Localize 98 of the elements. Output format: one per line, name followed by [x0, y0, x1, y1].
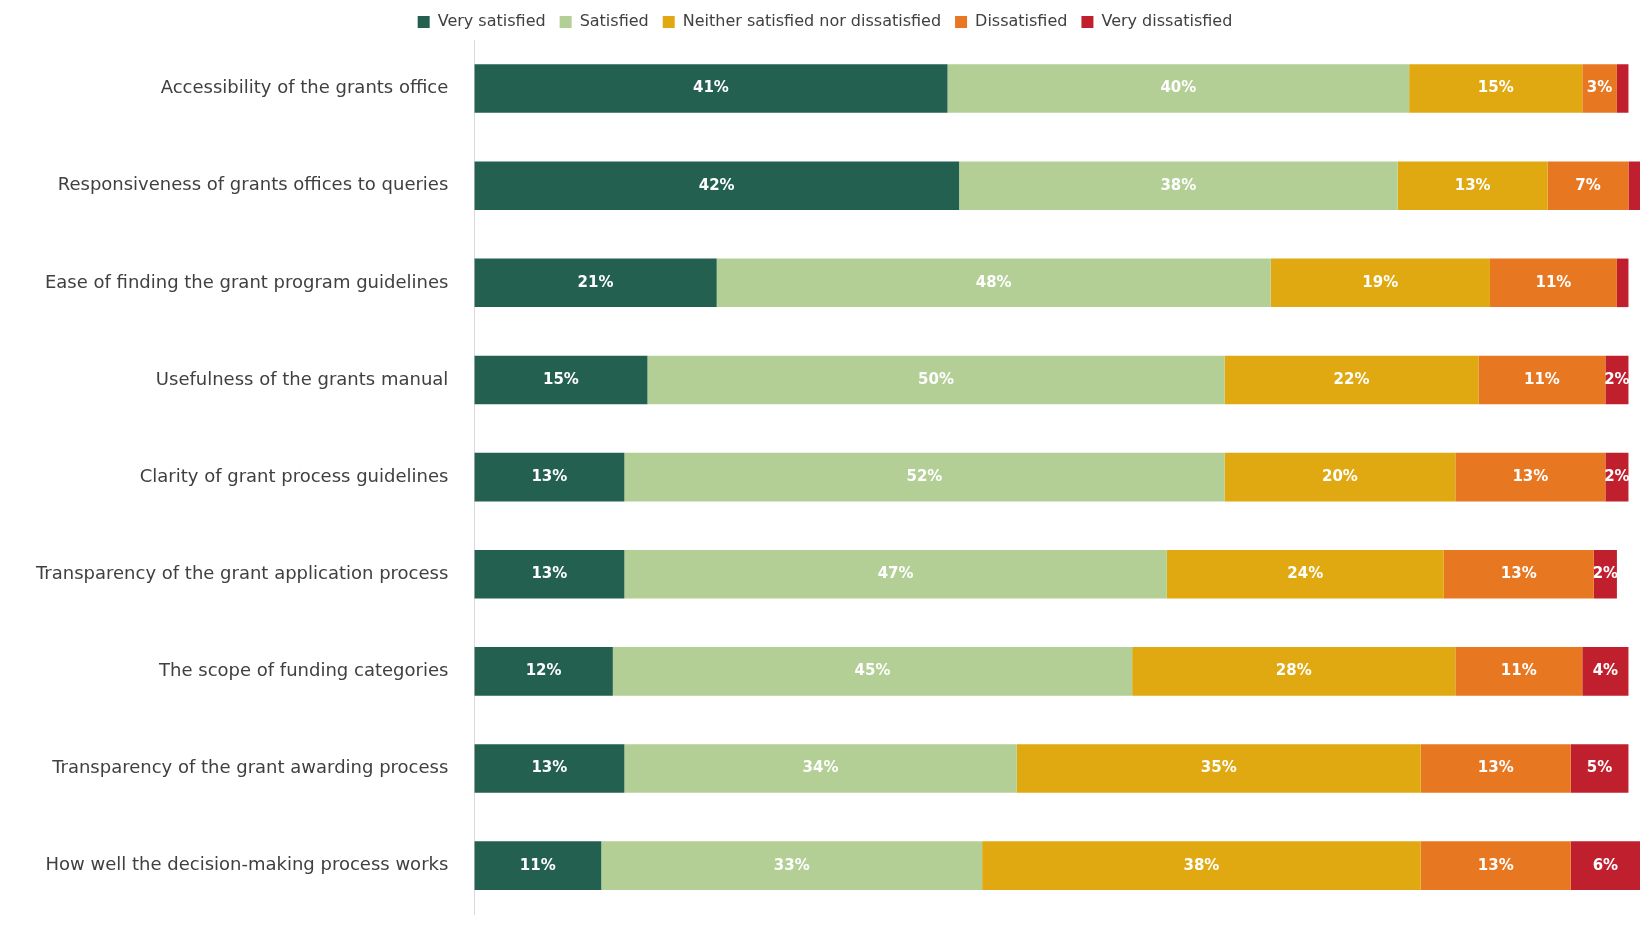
data-label: 11%: [1535, 272, 1572, 291]
data-label: 15%: [1477, 78, 1514, 97]
bar: [1270, 258, 1490, 308]
y-tick-label: Transparency of the grant application process: [35, 561, 449, 583]
y-tick-label: Accessibility of the grants office: [160, 76, 449, 98]
bar: [1016, 744, 1421, 793]
y-tick-label: Ease of finding the grant program guidelines: [44, 270, 449, 292]
data-label: 4%: [1592, 661, 1619, 680]
bar: [1397, 161, 1548, 210]
bar: [1489, 258, 1617, 308]
y-tick-label: Responsiveness of grants offices to queries: [57, 173, 449, 195]
bar: [647, 355, 1225, 405]
bar: [1628, 161, 1640, 210]
data-label: 7%: [1575, 175, 1601, 194]
legend-label: Dissatisfied: [975, 11, 1068, 31]
data-label: 22%: [1333, 369, 1370, 388]
bar: [474, 549, 625, 599]
legend-label: Satisfied: [579, 11, 649, 31]
data-label: 40%: [1160, 78, 1197, 97]
data-label: 41%: [692, 78, 729, 97]
data-label: 11%: [519, 855, 556, 874]
bar: [1132, 647, 1456, 696]
data-label: 13%: [1477, 758, 1514, 777]
data-label: 45%: [854, 661, 891, 680]
bar: [982, 841, 1421, 890]
bar: [1570, 744, 1629, 793]
bar: [1224, 452, 1456, 502]
data-label: 6%: [1592, 855, 1619, 874]
y-tick-label: Clarity of grant process guidelines: [139, 464, 449, 486]
bar: [1616, 64, 1629, 113]
bar: [1582, 647, 1629, 696]
y-tick-label: Transparency of the grant awarding process: [51, 756, 449, 778]
bar: [601, 841, 983, 890]
bar: [1582, 64, 1617, 113]
data-label: 13%: [531, 758, 568, 777]
bar: [1547, 161, 1629, 210]
data-label: 52%: [906, 466, 943, 485]
data-label: 24%: [1287, 564, 1324, 583]
data-label: 38%: [1183, 855, 1220, 874]
bar: [1443, 549, 1594, 599]
data-label: 5%: [1586, 758, 1613, 777]
bar: [474, 841, 602, 890]
bar: [474, 744, 625, 793]
bar: [716, 258, 1271, 308]
data-label: 13%: [531, 564, 568, 583]
bar: [624, 549, 1167, 599]
bar: [474, 64, 948, 113]
bar: [474, 258, 717, 308]
data-label: 47%: [877, 564, 914, 583]
data-label: 2%: [1604, 369, 1630, 388]
data-label: 33%: [773, 855, 810, 874]
data-label: 13%: [531, 466, 568, 485]
data-label: 3%: [1586, 78, 1613, 97]
bar: [1478, 355, 1606, 405]
data-label: 2%: [1604, 466, 1630, 485]
data-label: 13%: [1477, 855, 1514, 874]
data-label: 28%: [1275, 661, 1312, 680]
legend-label: Very satisfied: [437, 11, 546, 31]
data-label: 21%: [577, 272, 614, 291]
data-label: 11%: [1523, 369, 1560, 388]
data-label: 15%: [542, 369, 579, 388]
bar: [624, 452, 1225, 502]
bar: [1420, 841, 1571, 890]
bar: [474, 161, 960, 210]
data-label: 13%: [1512, 466, 1549, 485]
data-label: 35%: [1200, 758, 1237, 777]
bar: [947, 64, 1410, 113]
data-label: 50%: [918, 369, 954, 388]
data-label: 34%: [802, 758, 839, 777]
y-tick-label: How well the decision-making process works: [45, 853, 449, 875]
bar: [474, 647, 613, 696]
data-label: 13%: [1454, 175, 1491, 194]
data-label: 11%: [1500, 661, 1537, 680]
data-label: 13%: [1500, 564, 1537, 583]
bar: [1166, 549, 1444, 599]
bar: [1570, 841, 1640, 890]
data-label: 12%: [525, 661, 562, 680]
data-label: 2%: [1592, 564, 1619, 583]
y-tick-label: Usefulness of the grants manual: [155, 367, 449, 389]
data-label: 20%: [1321, 466, 1358, 485]
bar: [1455, 647, 1583, 696]
bar: [1224, 355, 1479, 405]
bar: [1409, 64, 1583, 113]
bar: [474, 452, 625, 502]
y-tick-label: The scope of funding categories: [158, 659, 449, 681]
bar: [1420, 744, 1571, 793]
data-label: 48%: [975, 272, 1012, 291]
bar: [959, 161, 1398, 210]
bar: [474, 355, 648, 405]
bar: [624, 744, 1017, 793]
legend-label: Very dissatisfied: [1101, 11, 1233, 31]
bar: [1455, 452, 1606, 502]
legend-label: Neither satisfied nor dissatisfied: [682, 11, 942, 31]
data-label: 42%: [698, 175, 735, 194]
data-label: 19%: [1362, 272, 1399, 291]
bar: [612, 647, 1133, 696]
bar: [1616, 258, 1629, 308]
data-label: 38%: [1160, 175, 1197, 194]
